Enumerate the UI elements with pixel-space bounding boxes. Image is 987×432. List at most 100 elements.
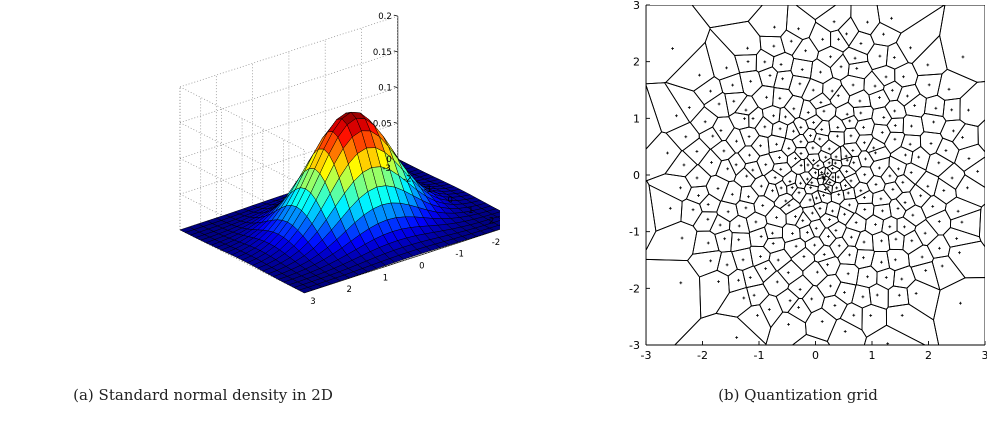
quantizer-point [726, 167, 730, 171]
voronoi-cell [665, 121, 700, 152]
quantizer-point [799, 125, 803, 129]
quantizer-point [866, 20, 869, 24]
quantizer-point [920, 255, 924, 259]
quantizer-point [717, 280, 720, 284]
quantizer-point [822, 177, 825, 181]
quantizer-point [862, 125, 866, 129]
quantizer-point [812, 121, 815, 124]
grid-line [179, 51, 398, 123]
quantizer-point [911, 213, 915, 217]
quantizer-point [934, 106, 938, 110]
voronoi-cell [900, 134, 922, 153]
quantizer-point [726, 210, 730, 214]
quantizer-point [792, 107, 796, 111]
voronoi-cell [645, 85, 663, 151]
x-tick-label: -3 [641, 349, 652, 362]
quantizer-point [848, 119, 852, 123]
quantizer-point [802, 255, 806, 258]
quantizer-point [863, 173, 867, 177]
quantizer-point [843, 290, 846, 294]
quantizer-point [902, 225, 906, 229]
quantizer-point [773, 176, 777, 180]
voronoi-cell [837, 16, 860, 47]
quantizer-point [893, 258, 897, 262]
voronoi-cell [790, 246, 816, 272]
quantizer-point [940, 264, 944, 268]
voronoi-cell [894, 62, 919, 88]
quantizer-point [719, 129, 723, 132]
quantizer-point [909, 46, 912, 50]
voronoi-cell [852, 105, 874, 122]
quantizer-point [759, 255, 762, 258]
quantizer-point [759, 235, 763, 238]
x-tick-label: -2 [403, 175, 411, 185]
z-tick-label: 0.1 [378, 84, 392, 94]
quantizer-point [745, 174, 749, 178]
quantizer-point [709, 89, 712, 93]
quantizer-point [950, 176, 954, 180]
quantizer-point [831, 175, 835, 179]
voronoi-cell [794, 4, 838, 21]
voronoi-cell [746, 283, 770, 307]
quantizer-point [787, 146, 791, 150]
surface-patch [489, 225, 500, 232]
voronoi-cell [947, 240, 986, 279]
voronoi-cell [759, 35, 786, 58]
voronoi-cell [645, 179, 657, 251]
quantizer-point [734, 163, 738, 167]
quantizer-point [852, 161, 856, 165]
quantizer-point [837, 193, 841, 196]
quantizer-point [810, 181, 814, 185]
quantizer-point [764, 163, 768, 167]
quantizer-point [937, 246, 941, 250]
voronoi-cell [889, 146, 914, 165]
voronoi-cell [942, 226, 982, 248]
quantizer-point [836, 94, 840, 98]
voronoi-cell [868, 88, 891, 110]
quantizer-point [942, 189, 946, 192]
quantizer-point [827, 147, 831, 151]
quantizer-point [891, 187, 895, 191]
quantizer-point [775, 280, 779, 284]
quantizer-point [843, 330, 847, 333]
voronoi-cell [809, 58, 834, 85]
quantizer-point [836, 134, 839, 138]
quantizer-point [823, 188, 827, 191]
voronoi-cell [728, 112, 750, 130]
quantizer-point [747, 195, 750, 199]
quantizer-point [748, 276, 752, 279]
surface-mesh [179, 111, 500, 294]
quantizer-point [811, 146, 815, 150]
quantizer-point [845, 112, 849, 116]
voronoi-cell [808, 21, 832, 53]
quantizer-point [862, 240, 866, 244]
quantizer-point [910, 124, 913, 128]
voronoi-cell [822, 77, 843, 101]
voronoi-cell [768, 248, 792, 272]
quantizer-point [854, 221, 858, 224]
voronoi-cell [680, 198, 703, 227]
x-tick-label: 2 [925, 349, 932, 362]
voronoi-cell [939, 4, 986, 83]
voronoi-cell [902, 229, 924, 255]
quantizer-point [859, 42, 863, 45]
voronoi-cell [808, 92, 832, 110]
quantizer-point [917, 155, 921, 159]
voronoi-cell [907, 244, 935, 268]
quantizer-point [902, 75, 905, 79]
voronoi-cell [863, 324, 926, 346]
quantizer-point [893, 109, 897, 113]
quantization-grid-plot: -3 -2 -1 0 1 2 3 -3 -2 -1 0 1 2 3 [598, 0, 987, 380]
quantizer-point [874, 183, 878, 186]
quantizer-point [806, 111, 810, 114]
voronoi-cell [715, 158, 737, 183]
quantizer-point [853, 56, 857, 60]
quantizer-point [894, 237, 898, 241]
quantizer-point [811, 88, 815, 92]
voronoi-cell [798, 99, 817, 121]
quantizer-point [958, 301, 962, 305]
quantizer-point [821, 37, 825, 41]
quantizer-point [788, 299, 792, 303]
z-tick-label: 0.15 [373, 48, 392, 58]
